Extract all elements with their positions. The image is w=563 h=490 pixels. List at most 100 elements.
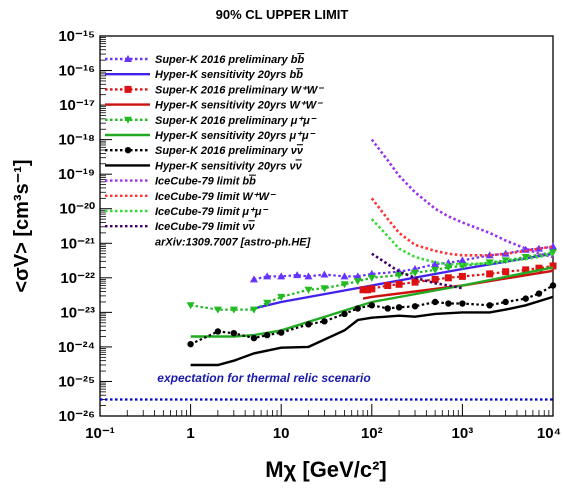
series-6-point (445, 300, 452, 307)
y-tick-label: 10⁻²⁰ (59, 201, 95, 218)
series-2-point (359, 286, 367, 294)
series-6-point (187, 340, 194, 348)
series-0-point (353, 272, 362, 280)
y-tick-label: 10⁻¹⁵ (58, 28, 95, 45)
legend-label: Hyper-K sensitivity 20yrs μ⁺μ⁻ (155, 130, 316, 142)
legend-label: Hyper-K sensitivity 20yrs bb (155, 69, 303, 81)
y-axis: 10⁻²⁶ 10⁻²⁵ 10⁻²⁴ 10⁻²³ 10⁻²² 10⁻²¹ 10⁻²⁰ 10⁻¹⁹… (58, 28, 112, 425)
x-tick-label: 10 (273, 425, 290, 442)
series-6-point (411, 303, 419, 310)
series-line-6 (190, 284, 554, 346)
series-6-point (459, 300, 466, 307)
series-4-point (320, 285, 329, 293)
series-4-point (458, 262, 467, 270)
series-6-point (250, 334, 258, 342)
series-4-point (304, 286, 313, 294)
series-4-point (213, 306, 222, 314)
series-layer (100, 138, 557, 401)
y-axis-label: <σV> [cm³s⁻¹] (11, 159, 33, 292)
legend-label: IceCube-79 limit νν (155, 221, 256, 233)
x-axis: 10⁻¹ 1 10 10² 10³ 10⁴ (85, 404, 561, 442)
y-tick-label: 10⁻²³ (60, 304, 95, 321)
series-0-point (249, 275, 258, 283)
y-tick-label: 10⁻²⁶ (58, 408, 95, 425)
series-6-point (354, 305, 361, 312)
legend-label: Super-K 2016 preliminary μ⁺μ⁻ (155, 115, 317, 127)
series-6-point (395, 304, 403, 311)
legend-marker (124, 116, 132, 124)
series-4-point (444, 264, 453, 272)
y-tick-label: 10⁻¹⁹ (58, 166, 95, 183)
series-0-point (340, 272, 349, 280)
series-line-10 (370, 218, 554, 266)
series-6-point (278, 329, 285, 336)
series-0-point (458, 256, 467, 264)
series-4-point (263, 299, 272, 307)
series-2-point (411, 278, 419, 286)
series-4-point (249, 306, 258, 314)
y-tick-label: 10⁻¹⁷ (59, 97, 95, 114)
legend-marker (124, 55, 132, 62)
series-0-point (293, 271, 302, 279)
series-6-point (368, 302, 375, 309)
series-2-point (535, 264, 543, 272)
series-6-point (502, 298, 509, 306)
series-2-point (502, 268, 510, 276)
series-6-point (431, 298, 439, 306)
series-line-9 (370, 197, 554, 257)
series-2-point (458, 272, 466, 280)
series-6-point (321, 318, 328, 325)
legend-marker (124, 147, 132, 154)
series-2-point (444, 274, 452, 282)
y-tick-label: 10⁻¹⁸ (58, 132, 95, 149)
series-6-point (522, 295, 529, 302)
x-tick-label: 10³ (452, 425, 474, 442)
x-tick-label: 1 (186, 425, 194, 442)
series-4-point (277, 293, 286, 301)
y-tick-label: 10⁻²¹ (60, 235, 95, 252)
series-2-point (364, 286, 372, 294)
series-6-point (486, 302, 493, 309)
series-0-point (521, 245, 530, 253)
series-0-point (534, 244, 543, 252)
series-2-point (368, 285, 376, 293)
chart-title: 90% CL UPPER LIMIT (216, 7, 349, 22)
legend-label: Super-K 2016 preliminary W⁺W⁻ (155, 84, 324, 96)
y-tick-label: 10⁻¹⁶ (58, 63, 95, 80)
legend-label: Hyper-K sensitivity 20yrs W⁺W⁻ (155, 100, 323, 112)
series-2-point (522, 266, 530, 274)
legend-label: IceCube-79 limit μ⁺μ⁻ (155, 206, 268, 218)
series-4-point (353, 278, 362, 286)
legend-label: Hyper-K sensitivity 20yrs νν (155, 160, 303, 172)
series-2-point (395, 280, 403, 288)
series-line-8 (370, 138, 554, 259)
y-tick-label: 10⁻²⁵ (58, 373, 95, 390)
x-tick-label: 10⁻¹ (85, 425, 115, 442)
legend-label: Super-K 2016 preliminary bb (155, 54, 304, 66)
series-2-point (549, 262, 557, 270)
series-0-point (263, 272, 272, 280)
series-4-point (485, 259, 494, 267)
thermal-relic-annotation: expectation for thermal relic scenario (157, 371, 370, 385)
series-4-point (340, 281, 349, 289)
series-6-point (384, 305, 391, 312)
legend-label: Super-K 2016 preliminary νν (155, 145, 304, 157)
series-2-point (486, 270, 494, 278)
series-6-point (341, 310, 348, 318)
legend-label: IceCube-79 limit bb (155, 176, 256, 188)
series-2-point (431, 275, 439, 283)
series-6-point (535, 290, 543, 297)
series-4-point (186, 302, 195, 310)
series-2-point (384, 281, 392, 289)
legend-marker (124, 85, 132, 93)
series-4-point (229, 306, 238, 314)
series-4-point (501, 257, 510, 265)
series-6-point (305, 321, 312, 328)
series-6-point (549, 282, 557, 289)
series-line-3 (362, 269, 554, 300)
series-4-point (367, 274, 376, 282)
series-4-point (431, 266, 440, 274)
series-0-point (320, 270, 329, 278)
series-6-point (230, 329, 238, 337)
